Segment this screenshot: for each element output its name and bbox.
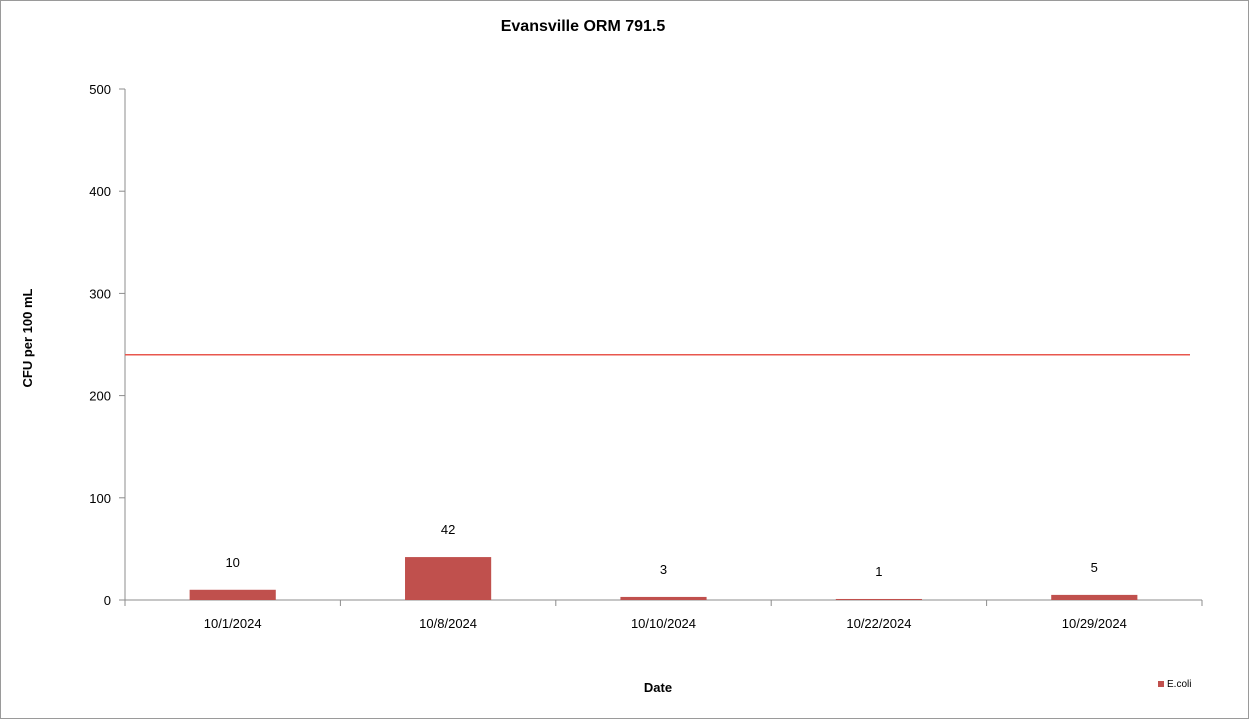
legend-label-ecoli: E.coli	[1167, 679, 1191, 690]
y-axis-title: CFU per 100 mL	[20, 288, 35, 387]
x-tick-label: 10/8/2024	[419, 616, 477, 631]
x-axis-title: Date	[644, 680, 672, 695]
x-tick-label: 10/29/2024	[1062, 616, 1127, 631]
data-label: 42	[441, 522, 455, 537]
x-tick-label: 10/22/2024	[846, 616, 911, 631]
y-tick-label: 500	[89, 82, 111, 97]
y-tick-label: 100	[89, 491, 111, 506]
y-tick-label: 200	[89, 389, 111, 404]
y-tick-label: 400	[89, 184, 111, 199]
chart-title: Evansville ORM 791.5	[501, 18, 666, 35]
bar-ecoli	[405, 557, 492, 600]
bar-ecoli	[189, 589, 276, 600]
data-label: 10	[225, 555, 239, 570]
legend-swatch-ecoli	[1158, 681, 1164, 687]
data-label: 3	[660, 562, 667, 577]
bar-ecoli	[620, 596, 707, 600]
data-label: 5	[1091, 560, 1098, 575]
legend: E.coli	[1158, 679, 1191, 690]
bar-ecoli	[835, 598, 922, 600]
y-tick-label: 300	[89, 286, 111, 301]
y-tick-label: 0	[104, 593, 111, 608]
x-tick-label: 10/10/2024	[631, 616, 696, 631]
data-label: 1	[875, 564, 882, 579]
bar-ecoli	[1051, 594, 1138, 600]
x-tick-label: 10/1/2024	[204, 616, 262, 631]
plot-area: 0 100 200 300 400 500 10 10/1/2024 42 10/8/2024 3 1…	[89, 82, 1203, 631]
